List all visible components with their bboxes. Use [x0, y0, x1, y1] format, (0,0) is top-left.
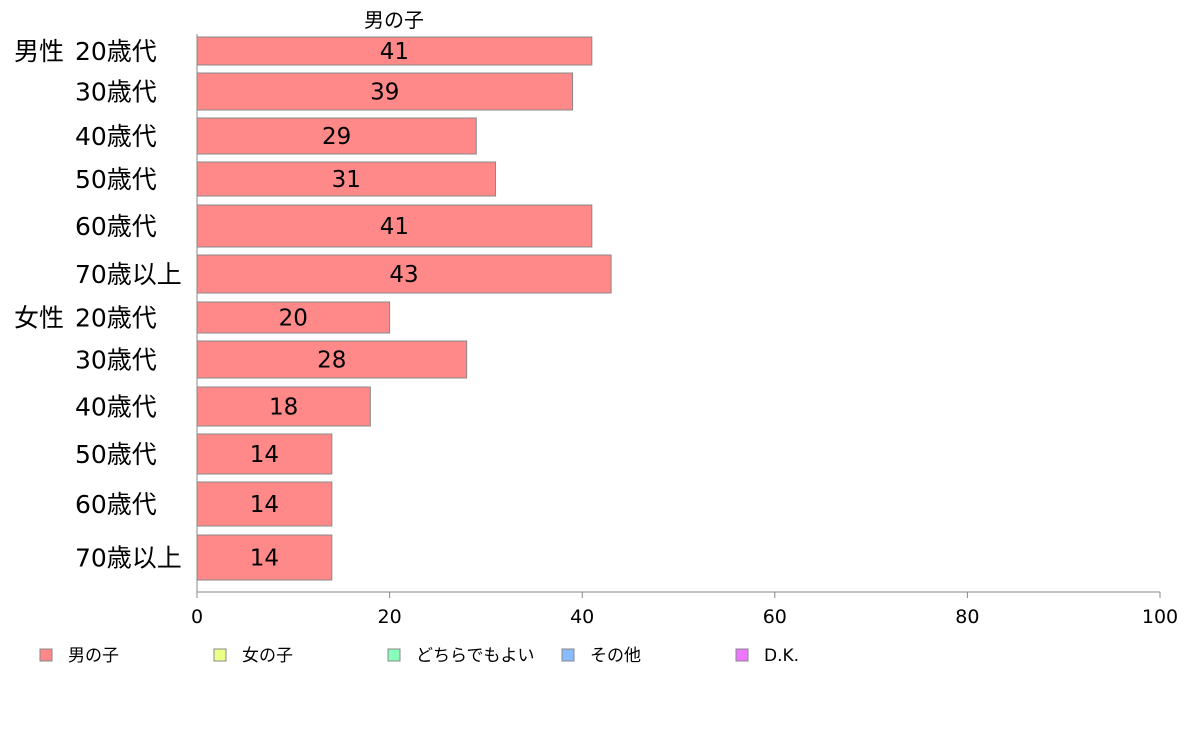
bar-value-label: 28 — [317, 348, 346, 374]
category-label: 30歳代 — [75, 78, 157, 107]
bar — [196, 254, 612, 294]
bar-value-label: 14 — [250, 442, 279, 468]
category-label: 60歳代 — [75, 212, 157, 241]
bar-value-label: 43 — [389, 262, 418, 288]
bar — [196, 117, 477, 155]
bar-value-label: 41 — [380, 214, 409, 240]
category-label: 70歳以上 — [75, 544, 182, 573]
bar-value-label: 39 — [370, 80, 399, 106]
legend-swatch — [213, 648, 227, 662]
bar-value-label: 14 — [250, 492, 279, 518]
category-label: 50歳代 — [75, 440, 157, 469]
x-tick-label: 60 — [763, 606, 787, 628]
group-label: 女性 — [14, 304, 64, 333]
category-label: 70歳以上 — [75, 260, 182, 289]
x-tick-label: 20 — [378, 606, 402, 628]
bar — [196, 481, 333, 527]
x-axis: 0 20 40 60 80 100 — [191, 34, 1178, 628]
legend-swatch — [735, 648, 749, 662]
category-label: 20歳代 — [75, 304, 157, 333]
bar-value-label: 18 — [269, 395, 298, 421]
bar — [196, 72, 574, 111]
bar — [196, 36, 593, 66]
legend-label: どちらでもよい — [416, 646, 535, 666]
legend: 男の子 女の子 どちらでもよい その他 D.K. — [39, 646, 799, 666]
legend-label: その他 — [590, 646, 641, 666]
legend-label: 男の子 — [68, 646, 119, 666]
bar — [196, 301, 391, 334]
category-label: 30歳代 — [75, 346, 157, 375]
series-header: 男の子 — [364, 8, 424, 32]
bar-value-label: 41 — [380, 39, 409, 65]
legend-label: 女の子 — [242, 646, 293, 666]
x-tick-label: 100 — [1142, 606, 1178, 628]
bars: 41 39 29 31 41 43 20 28 18 14 14 14 — [196, 36, 612, 581]
x-tick-label: 0 — [191, 606, 203, 628]
category-label: 60歳代 — [75, 490, 157, 519]
legend-swatch — [39, 648, 53, 662]
bar — [196, 534, 333, 581]
x-tick-label: 40 — [570, 606, 594, 628]
legend-swatch — [387, 648, 401, 662]
legend-label: D.K. — [764, 646, 799, 666]
category-label: 40歳代 — [75, 122, 157, 151]
bar — [196, 433, 333, 475]
bar-value-label: 31 — [332, 167, 361, 193]
category-label: 40歳代 — [75, 393, 157, 422]
bar-value-label: 14 — [250, 546, 279, 572]
bar-value-label: 20 — [279, 306, 308, 332]
bar — [196, 161, 497, 197]
legend-swatch — [561, 648, 575, 662]
bar-value-label: 29 — [322, 124, 351, 150]
category-label: 20歳代 — [75, 37, 157, 66]
bar — [196, 204, 593, 248]
group-label: 男性 — [14, 37, 64, 66]
x-tick-label: 80 — [955, 606, 979, 628]
category-label: 50歳代 — [75, 165, 157, 194]
